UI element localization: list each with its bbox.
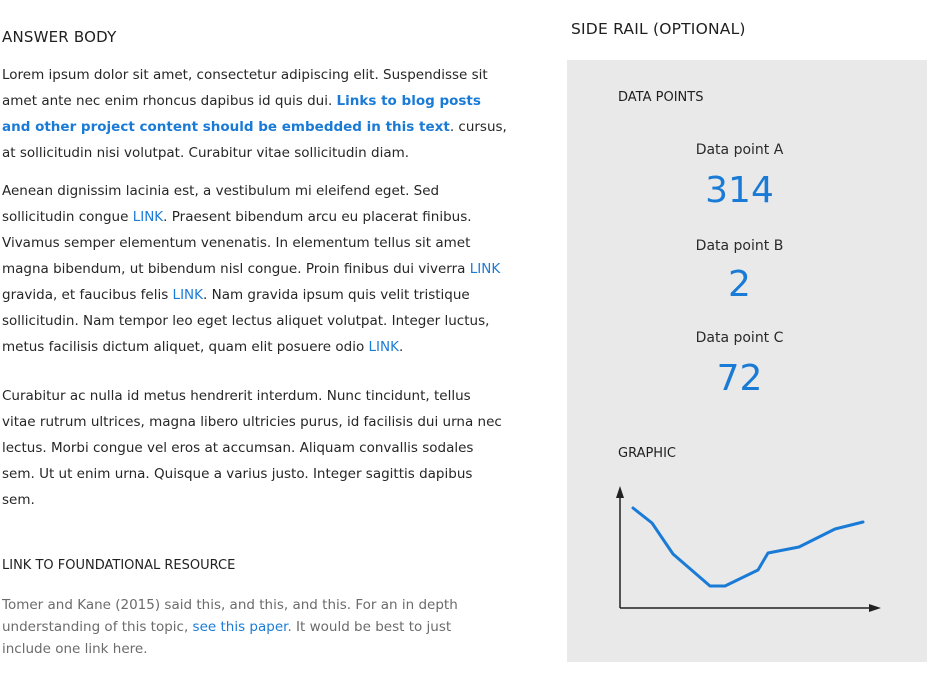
answer-paragraph-1: Lorem ipsum dolor sit amet, consectetur … <box>2 67 507 161</box>
see-paper-link[interactable]: see this paper <box>192 619 288 635</box>
graphic-heading: GRAPHIC <box>618 446 676 461</box>
answer-paragraph-2: Aenean dignissim lacinia est, a vestibul… <box>2 183 501 355</box>
side-rail-title: SIDE RAIL (OPTIONAL) <box>571 20 746 38</box>
answer-paragraph-3: Curabitur ac nulla id metus hendrerit in… <box>2 388 502 508</box>
data-point-b-value: 2 <box>728 264 751 305</box>
inline-link-4[interactable]: LINK <box>368 339 399 355</box>
graphic-x-arrowhead <box>869 604 881 612</box>
data-points-heading: DATA POINTS <box>618 90 704 105</box>
inline-link-2[interactable]: LINK <box>469 261 501 277</box>
data-point-b-label: Data point B <box>695 238 784 254</box>
graphic-y-arrowhead <box>616 486 624 498</box>
data-point-a-value: 314 <box>705 170 774 211</box>
inline-link-3[interactable]: LINK <box>172 287 204 303</box>
graphic-trend-line <box>631 506 865 588</box>
blog-posts-link[interactable]: Links to blog posts and other project co… <box>2 93 481 135</box>
data-point-c-label: Data point C <box>695 330 784 346</box>
answer-heading: ANSWER BODY <box>2 28 117 46</box>
inline-link-1[interactable]: LINK <box>132 209 164 225</box>
data-point-c-value: 72 <box>716 358 763 399</box>
foundational-resource-text: Tomer and Kane (2015) said this, and thi… <box>2 597 458 657</box>
graphic-illustration <box>616 486 881 612</box>
data-point-a-label: Data point A <box>695 142 784 158</box>
foundational-resource-heading: LINK TO FOUNDATIONAL RESOURCE <box>2 558 236 573</box>
side-rail-panel: DATA POINTS Data point A 314 Data point … <box>567 60 927 662</box>
